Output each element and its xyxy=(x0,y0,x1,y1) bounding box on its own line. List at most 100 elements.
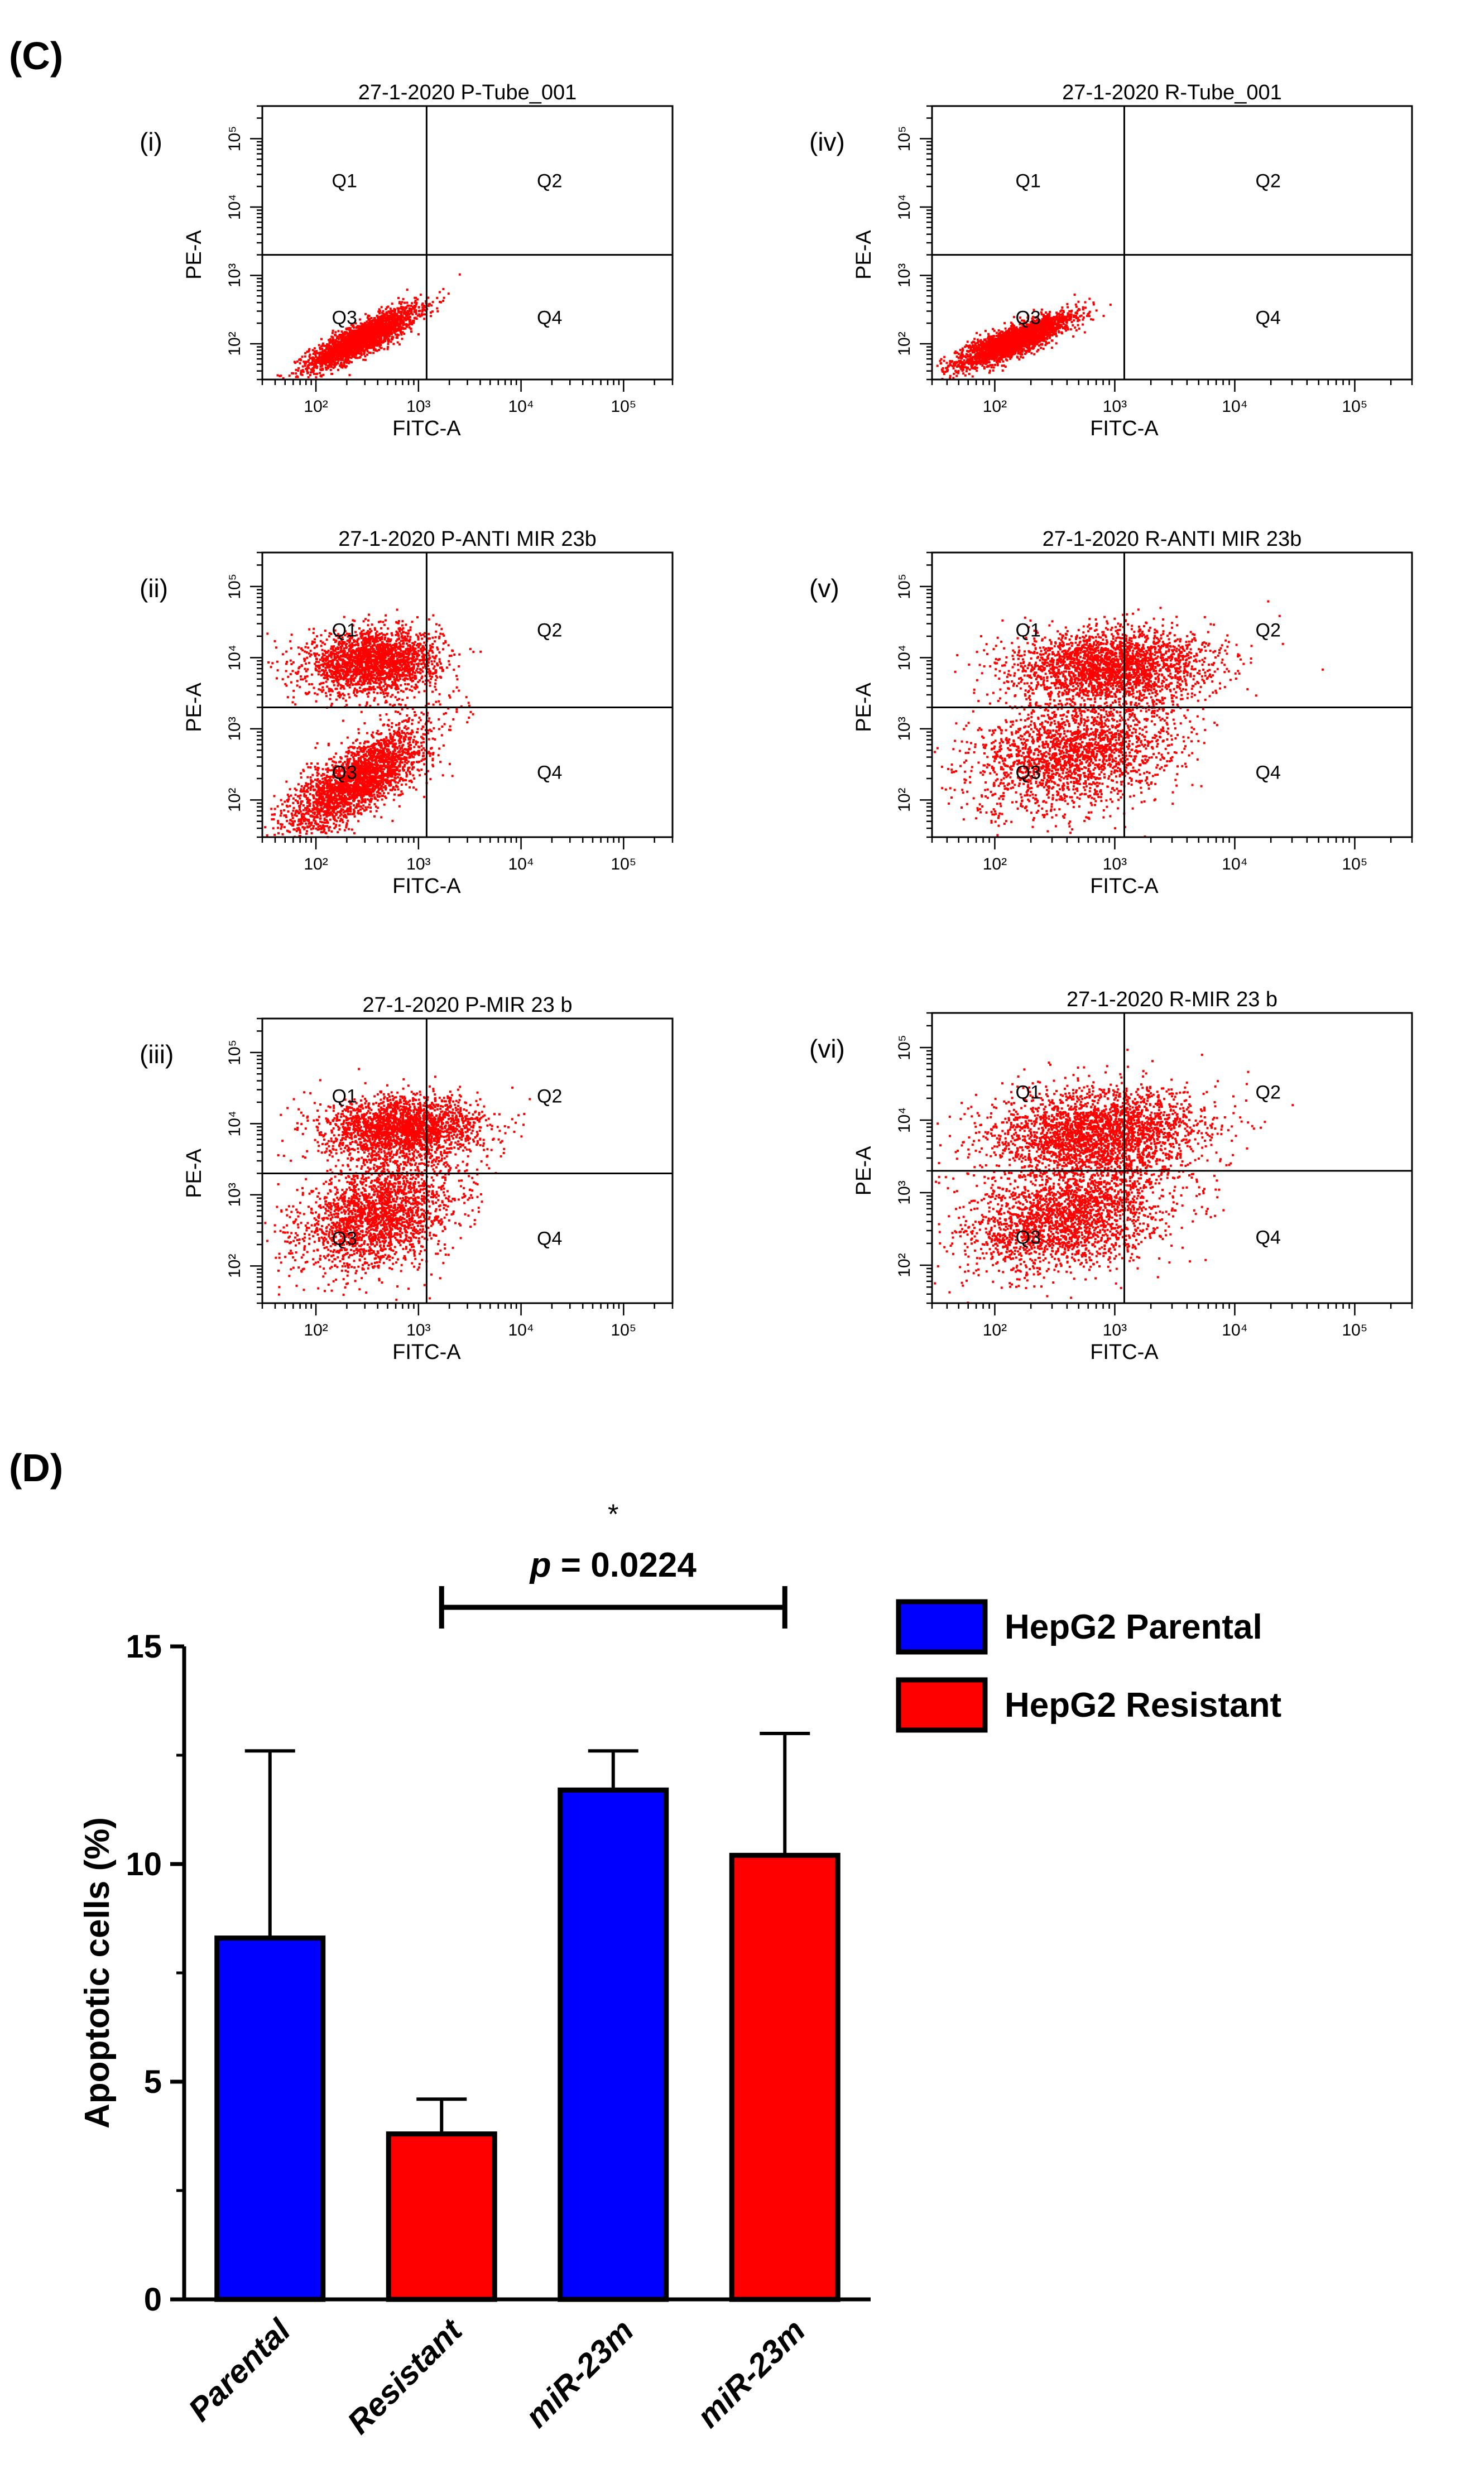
y-tick-label: 10³ xyxy=(895,263,914,287)
flow-panel-5: 10² 10³ 10⁴ 10⁵ 10² 10³ 10⁴ 10⁵ Q1 Q2 Q3 Q4 27-1-202… xyxy=(809,527,1413,898)
legend-label: HepG2 Parental xyxy=(1005,1608,1262,1646)
quadrant-label: Q1 xyxy=(332,170,357,191)
flow-dots xyxy=(264,608,482,838)
panel-numeral: (v) xyxy=(809,574,839,603)
flow-title: 27-1-2020 R-MIR 23 b xyxy=(1067,988,1278,1011)
x-tick-label: 10⁴ xyxy=(508,1321,534,1339)
x-tick-label: 10² xyxy=(304,397,328,416)
panel-numeral: (vi) xyxy=(809,1034,845,1063)
axis-ticks xyxy=(250,551,674,849)
panel-numeral: (iv) xyxy=(809,127,845,156)
x-tick-label: 10² xyxy=(304,855,328,873)
y-tick-label: 10 xyxy=(126,1846,162,1882)
y-axis-label: PE-A xyxy=(183,1148,206,1198)
y-tick-label: 10² xyxy=(895,788,914,812)
x-tick-label: 10³ xyxy=(1103,1321,1127,1339)
flow-dots xyxy=(934,600,1324,838)
x-tick-label: 10³ xyxy=(406,1321,430,1339)
y-tick-label: 10⁵ xyxy=(895,574,914,599)
quadrant-label: Q3 xyxy=(1016,1227,1041,1248)
flow-dots xyxy=(936,294,1112,381)
bar-4 xyxy=(729,1852,841,2302)
apoptosis-bar-chart: Parental Resistant miR-23m miR-23m 0 5 10 15 Apo… xyxy=(78,1498,1281,2441)
flow-dots xyxy=(934,1049,1294,1304)
flow-title: 27-1-2020 P-ANTI MIR 23b xyxy=(338,527,597,551)
x-tick-label: 10² xyxy=(983,397,1007,416)
plot-frame xyxy=(261,105,674,381)
flow-title: 27-1-2020 R-ANTI MIR 23b xyxy=(1043,527,1302,551)
flow-title: 27-1-2020 R-Tube_001 xyxy=(1062,81,1282,104)
y-tick-label: 10³ xyxy=(225,1183,244,1207)
y-tick-label: 10⁴ xyxy=(225,645,244,670)
flow-panel-2: 10² 10³ 10⁴ 10⁵ 10² 10³ 10⁴ 10⁵ Q1 Q2 Q3 Q4 27-1-202… xyxy=(140,527,674,898)
axis-ticks xyxy=(920,1012,1413,1315)
flow-panel-1: 10² 10³ 10⁴ 10⁵ 10² 10³ 10⁴ 10⁵ Q1 Q2 Q3 Q4 27-1-202… xyxy=(140,81,674,440)
x-tick-label: 10⁵ xyxy=(611,397,636,416)
quadrant-label: Q4 xyxy=(1256,307,1281,328)
x-tick-label: 10⁴ xyxy=(508,397,534,416)
flow-dots xyxy=(276,273,461,380)
flow-cytometry-panels: 10² 10³ 10⁴ 10⁵ 10² 10³ 10⁴ 10⁵ Q1 Q2 Q3 Q4 27-1-202… xyxy=(140,81,1413,1364)
category-label: miR-23m xyxy=(690,2312,812,2434)
flow-title: 27-1-2020 P-Tube_001 xyxy=(358,81,577,104)
x-tick-label: 10³ xyxy=(1103,397,1127,416)
quadrant-label: Q3 xyxy=(332,762,357,784)
quadrant-label: Q1 xyxy=(1016,620,1041,641)
category-label: Parental xyxy=(181,2312,298,2428)
axis-ticks xyxy=(920,105,1413,392)
x-tick-label: 10³ xyxy=(1103,855,1127,873)
legend-label: HepG2 Resistant xyxy=(1005,1686,1281,1725)
x-tick-label: 10² xyxy=(304,1321,328,1339)
x-tick-label: 10⁵ xyxy=(611,855,636,873)
quadrant-label: Q1 xyxy=(332,620,357,641)
y-tick-label: 15 xyxy=(126,1629,162,1665)
significance-star: * xyxy=(608,1498,618,1530)
y-tick-label: 10³ xyxy=(225,717,244,741)
x-tick-label: 10⁴ xyxy=(508,855,534,873)
flow-panel-4: 10² 10³ 10⁴ 10⁵ 10² 10³ 10⁴ 10⁵ Q1 Q2 Q3 Q4 27-1-202… xyxy=(809,81,1413,440)
y-tick-label: 0 xyxy=(144,2282,162,2318)
x-tick-label: 10⁴ xyxy=(1222,1321,1247,1339)
x-axis-label: FITC-A xyxy=(1090,1341,1159,1364)
legend-swatch xyxy=(896,1677,988,1733)
flow-panel-3: 10² 10³ 10⁴ 10⁵ 10² 10³ 10⁴ 10⁵ Q1 Q2 Q3 Q4 27-1-202… xyxy=(140,993,674,1364)
x-tick-label: 10² xyxy=(983,855,1007,873)
panel-numeral: (ii) xyxy=(140,574,168,603)
flow-title: 27-1-2020 P-MIR 23 b xyxy=(363,993,573,1017)
bar-1 xyxy=(214,1935,326,2302)
y-axis-title: Apoptotic cells (%) xyxy=(78,1817,117,2129)
y-tick-label: 10⁵ xyxy=(225,574,244,599)
plot-frame xyxy=(261,1017,674,1304)
p-value: p = 0.0224 xyxy=(529,1546,697,1584)
x-tick-label: 10⁵ xyxy=(611,1321,636,1339)
y-tick-label: 10⁴ xyxy=(895,1107,914,1133)
x-axis-label: FITC-A xyxy=(392,875,461,898)
x-tick-label: 10³ xyxy=(406,397,430,416)
bar-2 xyxy=(386,2131,497,2302)
y-tick-label: 10² xyxy=(225,332,244,356)
x-tick-label: 10⁵ xyxy=(1342,855,1368,873)
quadrant-label: Q4 xyxy=(537,307,562,328)
quadrant-label: Q1 xyxy=(332,1086,357,1107)
y-tick-label: 5 xyxy=(144,2064,162,2100)
y-tick-label: 10³ xyxy=(895,717,914,741)
y-tick-label: 10³ xyxy=(895,1180,914,1204)
y-tick-label: 10⁵ xyxy=(225,1040,244,1065)
category-label: miR-23m xyxy=(518,2312,641,2434)
quadrant-label: Q2 xyxy=(1256,170,1281,191)
quadrant-label: Q4 xyxy=(537,762,562,784)
x-axis-label: FITC-A xyxy=(392,417,461,440)
y-tick-label: 10² xyxy=(225,1254,244,1278)
x-tick-label: 10⁵ xyxy=(1342,397,1368,416)
panel-label-c: (C) xyxy=(9,33,63,78)
y-axis-label: PE-A xyxy=(852,682,876,732)
y-tick-label: 10³ xyxy=(225,263,244,287)
quadrant-label: Q2 xyxy=(1256,620,1281,641)
legend-swatch xyxy=(896,1599,988,1655)
x-axis-label: FITC-A xyxy=(1090,417,1159,440)
panel-numeral: (i) xyxy=(140,127,162,156)
y-axis-label: PE-A xyxy=(852,1146,876,1195)
flow-panel-6: 10² 10³ 10⁴ 10⁵ 10² 10³ 10⁴ 10⁵ Q1 Q2 Q3 Q4 27-1-202… xyxy=(809,988,1413,1364)
quadrant-label: Q3 xyxy=(332,1228,357,1250)
